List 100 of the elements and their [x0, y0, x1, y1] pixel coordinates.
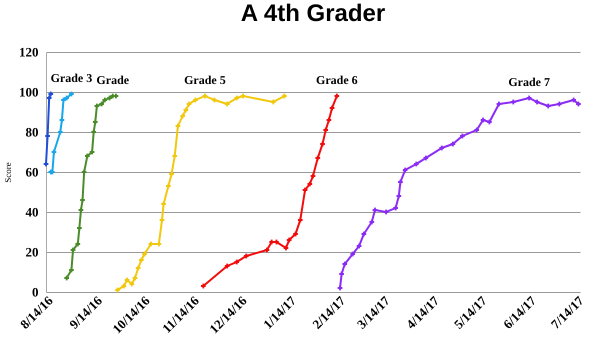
point: [129, 282, 134, 286]
y-tick-label: 100: [19, 84, 38, 100]
point: [161, 202, 166, 206]
point: [487, 120, 492, 124]
point: [282, 94, 287, 98]
point: [330, 106, 334, 110]
series-label: Grade: [96, 73, 130, 87]
point: [99, 102, 104, 106]
point: [124, 278, 130, 282]
point: [414, 162, 419, 166]
point: [90, 150, 94, 154]
point: [362, 232, 366, 236]
point: [172, 154, 178, 158]
series-label: Grade 5: [184, 73, 226, 87]
point: [439, 146, 444, 150]
point: [460, 134, 465, 138]
series-label: Grade 3: [50, 71, 92, 85]
point: [338, 286, 342, 290]
point: [402, 168, 408, 172]
point: [393, 206, 398, 210]
point: [224, 264, 230, 268]
point: [64, 96, 70, 100]
point: [77, 226, 82, 230]
point: [302, 188, 308, 192]
point: [350, 252, 356, 256]
point: [84, 154, 90, 158]
point: [334, 94, 340, 98]
point: [372, 208, 378, 212]
point: [450, 142, 456, 146]
point: [244, 254, 249, 258]
point: [240, 94, 246, 98]
point: [496, 102, 502, 106]
point: [384, 210, 388, 214]
point: [193, 98, 198, 102]
point: [69, 268, 74, 272]
point: [160, 218, 164, 222]
point: [546, 104, 551, 108]
point: [480, 118, 486, 122]
point: [326, 118, 332, 122]
point: [186, 102, 192, 106]
point: [369, 220, 374, 224]
y-tick-label: 80: [26, 124, 38, 140]
point: [176, 124, 180, 128]
point: [102, 98, 108, 102]
series-label: Grade 6: [316, 73, 358, 87]
point: [423, 156, 428, 160]
point: [339, 272, 344, 276]
point: [320, 142, 325, 146]
series-label: Grade 7: [508, 75, 550, 89]
y-tick-label: 60: [26, 164, 38, 180]
point: [169, 172, 174, 176]
point: [60, 118, 64, 122]
point: [342, 262, 348, 266]
point: [298, 218, 303, 222]
point: [474, 128, 480, 132]
point: [315, 156, 320, 160]
point: [132, 276, 138, 280]
point: [69, 92, 74, 96]
point: [323, 128, 328, 132]
point: [526, 96, 532, 100]
point: [45, 134, 50, 138]
point: [224, 102, 230, 106]
point: [310, 174, 316, 178]
point: [166, 184, 171, 188]
point: [264, 248, 270, 252]
point: [107, 96, 112, 100]
y-tick-label: 0: [32, 284, 38, 300]
point: [293, 232, 298, 236]
point: [356, 244, 362, 248]
point: [234, 260, 240, 264]
point: [58, 130, 63, 134]
point: [46, 96, 52, 100]
point: [52, 150, 56, 154]
point: [122, 284, 126, 288]
point: [234, 96, 240, 100]
point: [91, 130, 96, 134]
chart-title: A 4th Grader: [240, 0, 386, 27]
point: [94, 104, 100, 108]
point: [534, 100, 540, 104]
point: [82, 170, 86, 174]
point: [286, 238, 292, 242]
point: [136, 266, 141, 270]
y-tick-label: 20: [26, 244, 38, 260]
point: [576, 102, 581, 106]
point: [75, 242, 80, 246]
point: [270, 100, 276, 104]
point: [212, 98, 217, 102]
point: [184, 108, 188, 112]
point: [142, 252, 147, 256]
point: [80, 198, 85, 202]
point: [202, 94, 208, 98]
point: [92, 120, 98, 124]
y-tick-label: 120: [19, 44, 38, 60]
point: [61, 98, 66, 102]
point: [396, 194, 402, 198]
point: [556, 102, 562, 106]
point: [200, 284, 206, 288]
point: [510, 100, 516, 104]
point: [44, 162, 48, 166]
point: [78, 208, 84, 212]
